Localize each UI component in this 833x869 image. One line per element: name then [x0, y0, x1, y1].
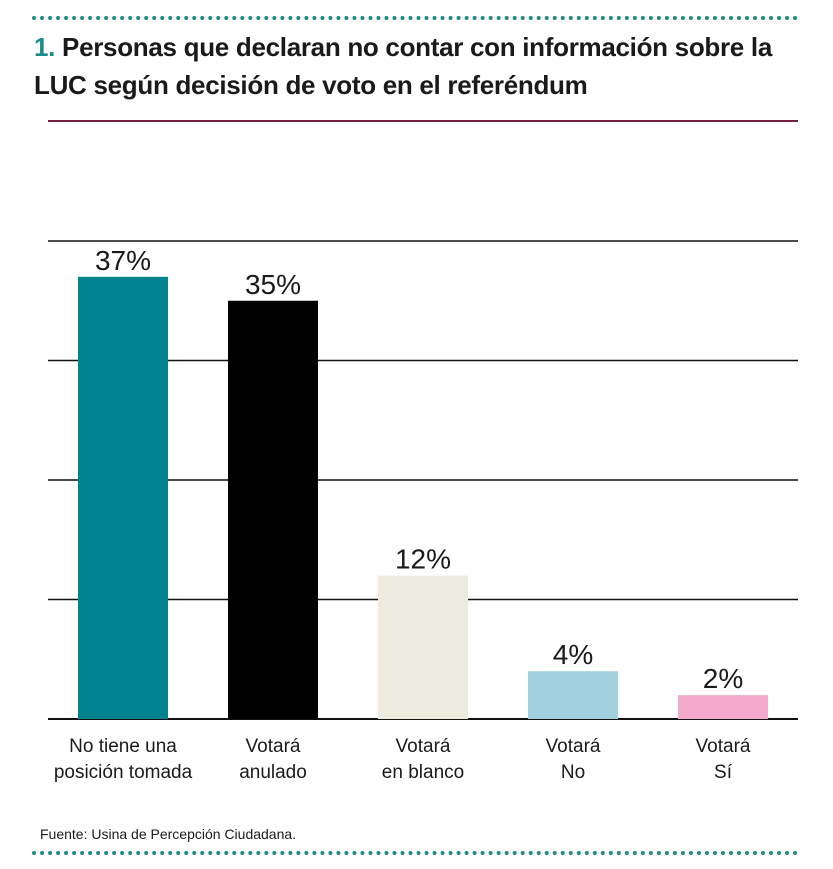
bar: [228, 300, 318, 719]
category-label: Votará: [246, 736, 301, 757]
top-dotted-divider: [32, 16, 798, 20]
category-label: Votará: [546, 736, 601, 757]
bar: [78, 276, 168, 719]
data-label: 37%: [95, 245, 151, 276]
chart-number: 1.: [34, 32, 56, 62]
bar: [528, 671, 618, 719]
category-label: anulado: [239, 762, 307, 783]
category-label: No: [561, 762, 585, 783]
category-label: No tiene una: [69, 736, 177, 757]
title-rule: [48, 120, 798, 122]
data-label: 2%: [703, 663, 743, 694]
chart-title: 1. Personas que declaran no contar con i…: [34, 28, 804, 104]
data-label: 35%: [245, 269, 301, 300]
category-label: Votará: [396, 736, 451, 757]
category-label: Votará: [696, 736, 751, 757]
bar-chart: 37% No tiene una posición tomada 35% Votará a…: [48, 240, 798, 783]
category-label: posición tomada: [54, 762, 193, 783]
data-label: 4%: [553, 639, 593, 670]
bar: [678, 695, 768, 719]
bar: [378, 575, 468, 719]
data-label: 12%: [395, 544, 451, 575]
bottom-dotted-divider: [32, 851, 798, 855]
source-note: Fuente: Usina de Percepción Ciudadana.: [40, 826, 297, 842]
category-label: en blanco: [382, 762, 464, 783]
chart-title-text: Personas que declaran no contar con info…: [34, 32, 772, 100]
category-label: Sí: [714, 762, 733, 783]
